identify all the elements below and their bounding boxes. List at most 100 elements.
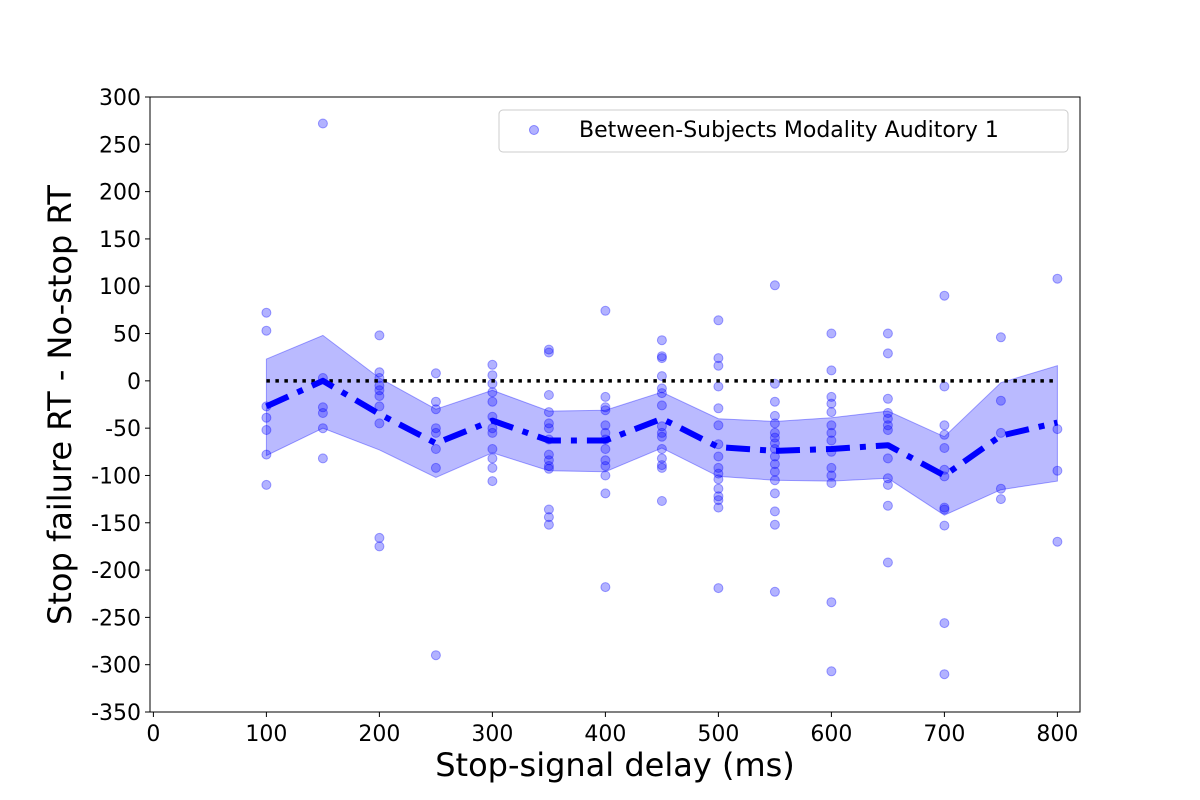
data-point [656, 462, 667, 473]
data-point [656, 421, 667, 432]
data-point [939, 443, 950, 453]
data-point [487, 387, 498, 398]
scatter-points [261, 118, 1063, 680]
data-point [769, 396, 780, 407]
data-point [374, 532, 385, 543]
data-point [487, 396, 498, 407]
data-point [656, 383, 667, 394]
data-point [656, 400, 667, 411]
data-point [487, 359, 498, 370]
y-axis-label: Stop failure RT - No-stop RT [41, 185, 79, 625]
data-point [656, 444, 667, 454]
data-point [317, 408, 328, 418]
data-point [882, 420, 893, 431]
data-point [882, 425, 893, 435]
data-point [656, 388, 667, 399]
data-point [769, 459, 780, 470]
data-point [374, 385, 385, 396]
data-point [317, 118, 328, 129]
y-tick-label: 300 [99, 86, 141, 111]
legend-box [498, 109, 1069, 153]
x-tick-label: 200 [358, 722, 400, 747]
data-point [543, 407, 554, 418]
x-tick-label: 500 [697, 722, 739, 747]
data-point [600, 420, 611, 431]
data-point [543, 461, 554, 471]
data-point [374, 541, 385, 552]
data-point [374, 401, 385, 412]
data-point [769, 432, 780, 443]
data-point [487, 453, 498, 464]
data-point [261, 479, 272, 490]
data-point [769, 451, 780, 462]
data-point [600, 444, 611, 454]
data-point [882, 453, 893, 464]
plot-frame [149, 96, 1081, 713]
data-point [882, 348, 893, 359]
x-tick-label: 100 [245, 722, 287, 747]
data-point [769, 418, 780, 429]
data-point [374, 418, 385, 429]
data-point [543, 455, 554, 466]
data-point [826, 427, 837, 438]
y-tick-label: 200 [99, 181, 141, 206]
data-point [769, 586, 780, 597]
data-point [882, 413, 893, 424]
y-tick-label: -200 [91, 559, 141, 584]
x-tick-label: 700 [923, 722, 965, 747]
data-point [656, 427, 667, 438]
data-point [487, 427, 498, 438]
data-point [487, 370, 498, 381]
y-tick-label: 50 [113, 323, 141, 348]
data-point [656, 371, 667, 382]
data-point [543, 418, 554, 429]
data-point [656, 353, 667, 364]
data-point [826, 407, 837, 418]
data-point [713, 483, 724, 494]
data-point [769, 280, 780, 291]
data-point [543, 463, 554, 474]
data-point [374, 380, 385, 391]
data-point [543, 423, 554, 434]
data-point [713, 360, 724, 371]
data-point [600, 305, 611, 316]
data-point [543, 504, 554, 515]
data-point [374, 330, 385, 341]
data-point [826, 420, 837, 431]
data-point [995, 332, 1006, 343]
data-point [769, 427, 780, 438]
data-point [543, 344, 554, 355]
data-point [826, 398, 837, 409]
data-point [826, 597, 837, 608]
data-point [430, 423, 441, 434]
data-point [713, 495, 724, 506]
data-point [487, 462, 498, 473]
data-point [261, 307, 272, 318]
data-point [882, 408, 893, 418]
data-point [713, 462, 724, 473]
data-point [430, 427, 441, 438]
legend-label: Between-Subjects Modality Auditory 1 [579, 118, 999, 143]
data-point [939, 504, 950, 515]
data-point [1052, 273, 1063, 284]
y-tick-label: 0 [127, 370, 141, 395]
data-point [1052, 424, 1063, 435]
data-point [430, 444, 441, 454]
y-tick-label: -150 [91, 512, 141, 537]
data-point [656, 453, 667, 464]
data-point [430, 462, 441, 473]
y-axis-ticks: 300 250 200 150 100 50 0 -50 -100 -150 -200 -250 -30… [91, 86, 150, 726]
data-point [826, 478, 837, 488]
data-point [826, 470, 837, 481]
data-point [939, 429, 950, 440]
x-tick-label: 800 [1036, 722, 1078, 747]
data-point [656, 460, 667, 471]
data-point [939, 502, 950, 513]
data-point [882, 500, 893, 511]
data-point [939, 290, 950, 301]
data-point [882, 393, 893, 404]
data-point [713, 451, 724, 462]
data-point [600, 461, 611, 471]
data-point [713, 491, 724, 502]
